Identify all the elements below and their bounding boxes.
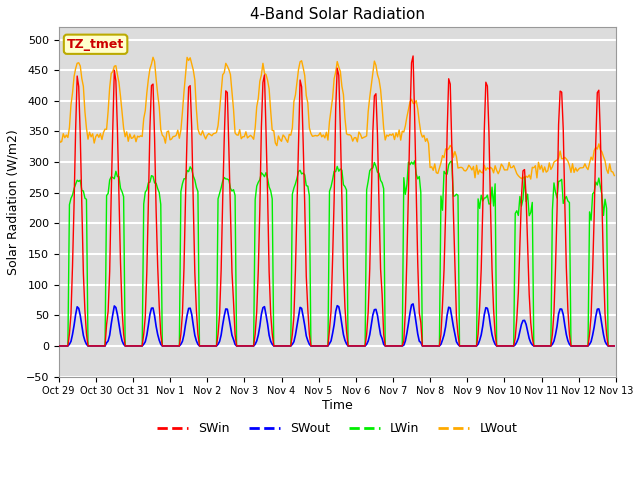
LWin <box>248 343 256 349</box>
LWout <box>582 165 590 170</box>
SWout <box>248 343 256 349</box>
SWin <box>581 343 589 349</box>
LWout <box>611 173 618 179</box>
SWin <box>220 136 228 142</box>
Line: SWout: SWout <box>59 304 614 346</box>
SWin <box>123 343 131 349</box>
LWin <box>220 175 228 180</box>
Line: LWout: LWout <box>59 57 614 179</box>
Text: TZ_tmet: TZ_tmet <box>67 38 124 51</box>
SWout <box>298 305 305 311</box>
LWout <box>222 60 230 66</box>
LWin <box>581 343 589 349</box>
Line: LWin: LWin <box>59 161 614 346</box>
SWin <box>298 84 305 90</box>
LWout <box>241 134 248 140</box>
SWin <box>611 343 618 349</box>
Line: SWin: SWin <box>59 56 614 346</box>
SWout <box>55 343 63 349</box>
LWout <box>300 65 307 71</box>
LWout <box>149 54 157 60</box>
LWin <box>123 343 131 349</box>
SWout <box>239 343 246 349</box>
LWout <box>55 134 63 140</box>
SWin <box>248 343 256 349</box>
LWin <box>239 343 246 349</box>
LWout <box>527 176 534 182</box>
LWout <box>123 129 131 135</box>
LWin <box>55 343 63 349</box>
SWout <box>409 301 417 307</box>
LWin <box>411 158 419 164</box>
X-axis label: Time: Time <box>322 399 353 412</box>
Y-axis label: Solar Radiation (W/m2): Solar Radiation (W/m2) <box>7 129 20 275</box>
SWin <box>239 343 246 349</box>
LWout <box>250 136 257 142</box>
SWout <box>123 343 131 349</box>
Title: 4-Band Solar Radiation: 4-Band Solar Radiation <box>250 7 425 22</box>
SWout <box>581 343 589 349</box>
LWin <box>298 171 305 177</box>
SWout <box>220 313 228 319</box>
Legend: SWin, SWout, LWin, LWout: SWin, SWout, LWin, LWout <box>152 417 522 440</box>
LWin <box>611 343 618 349</box>
SWin <box>55 343 63 349</box>
SWout <box>611 343 618 349</box>
SWin <box>409 53 417 59</box>
